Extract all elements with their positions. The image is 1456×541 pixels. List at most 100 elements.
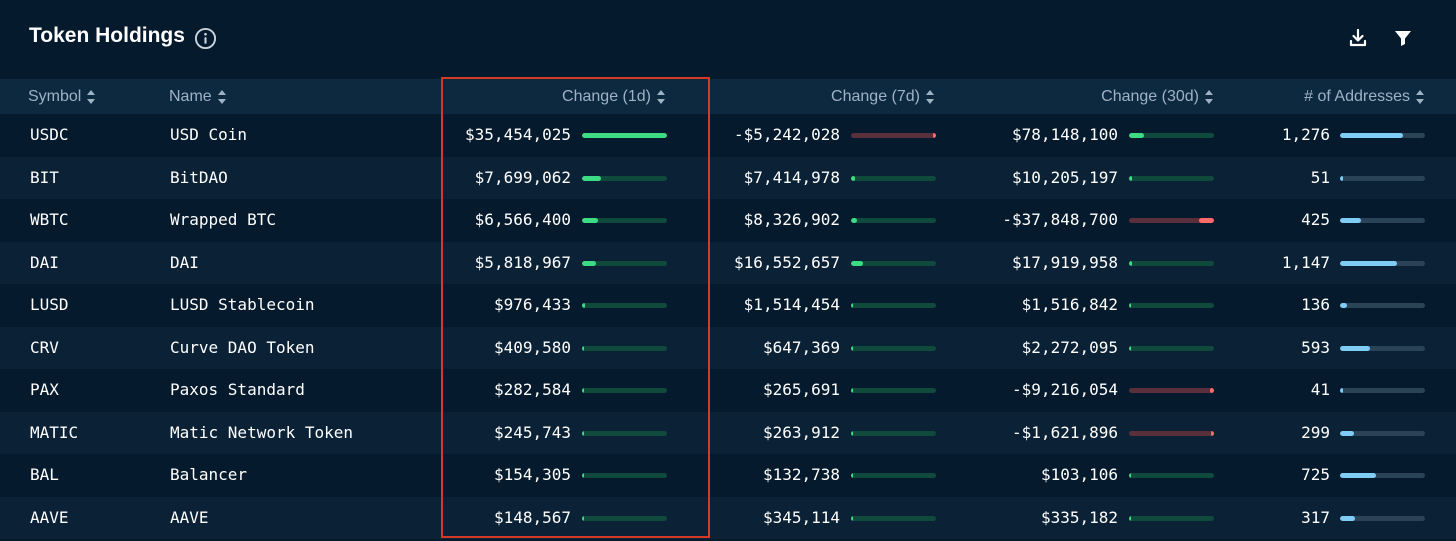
addresses-bar-fill: [1340, 218, 1361, 223]
change-7d-bar: [851, 473, 936, 478]
table-row[interactable]: PAX Paxos Standard $282,584 $265,691 -$9,216…: [0, 369, 1456, 412]
column-header-name[interactable]: Name: [169, 79, 228, 114]
addresses-bar-fill: [1340, 430, 1354, 436]
cell-change-30d: $17,919,958: [1012, 252, 1118, 272]
cell-change-30d: $1,516,842: [1021, 295, 1118, 314]
change-7d-bar: [851, 175, 936, 181]
info-icon[interactable]: [194, 27, 217, 50]
addresses-bar: [1340, 260, 1425, 266]
cell-symbol: PAX: [30, 380, 59, 399]
cell-name: Paxos Standard: [170, 380, 305, 399]
cell-symbol: USDC: [30, 125, 69, 144]
cell-addresses: 725: [1301, 465, 1330, 484]
cell-change-30d: $335,182: [1040, 507, 1118, 527]
cell-change-30d: $103,106: [1040, 465, 1118, 484]
column-header-change-30d[interactable]: Change (30d): [1101, 79, 1215, 114]
change-7d-bar: [851, 430, 936, 436]
column-header-addresses[interactable]: # of Addresses: [1304, 79, 1426, 114]
change-7d-bar-fill: [851, 345, 853, 351]
change-1d-bar-fill: [582, 133, 667, 138]
column-header-change-7d-label: Change (7d): [831, 88, 920, 105]
change-1d-bar-fill: [582, 515, 584, 521]
change-7d-bar: [851, 388, 936, 393]
cell-change-1d: $282,584: [493, 380, 571, 399]
cell-addresses: 1,147: [1281, 252, 1330, 272]
cell-change-30d: -$1,621,896: [1012, 422, 1118, 442]
change-7d-bar-fill: [851, 303, 853, 308]
table-header-row: Symbol Name Change (1d) Change (7d) Chan…: [0, 79, 1456, 114]
filter-icon[interactable]: [1391, 26, 1415, 50]
change-30d-bar: [1129, 303, 1214, 308]
column-header-change-1d-label: Change (1d): [562, 88, 651, 105]
change-1d-bar-fill: [582, 345, 584, 351]
cell-addresses: 425: [1301, 210, 1330, 229]
cell-change-7d: $345,114: [762, 507, 840, 527]
cell-name: USD Coin: [170, 125, 248, 144]
cell-change-7d: $647,369: [762, 337, 840, 357]
change-7d-bar-fill: [851, 515, 853, 521]
table-body: USDC USD Coin $35,454,025 -$5,242,028 $78,14…: [0, 114, 1456, 539]
addresses-bar: [1340, 175, 1425, 181]
table-row[interactable]: BIT BitDAO $7,699,062 $7,414,978 $10,205,197…: [0, 156, 1456, 199]
cell-change-7d: $132,738: [762, 465, 840, 484]
cell-name: BitDAO: [170, 167, 228, 187]
cell-name: Wrapped BTC: [170, 210, 276, 229]
table-row[interactable]: MATIC Matic Network Token $245,743 $263,912…: [0, 411, 1456, 454]
change-30d-bar: [1129, 388, 1214, 393]
cell-name: LUSD Stablecoin: [170, 295, 315, 314]
cell-change-30d: -$9,216,054: [1012, 380, 1118, 399]
sort-icon: [926, 89, 934, 104]
change-7d-bar-fill: [933, 133, 936, 138]
table-row[interactable]: BAL Balancer $154,305 $132,738 $103,106 725: [0, 454, 1456, 497]
cell-name: Matic Network Token: [170, 422, 354, 442]
cell-change-7d: $7,414,978: [743, 167, 840, 187]
table-row[interactable]: DAI DAI $5,818,967 $16,552,657 $17,919,958 1,…: [0, 241, 1456, 284]
change-7d-bar-fill: [851, 218, 857, 223]
cell-change-1d: $35,454,025: [465, 125, 571, 144]
column-header-name-label: Name: [169, 88, 212, 105]
change-30d-bar-fill: [1211, 430, 1214, 436]
cell-change-30d: $10,205,197: [1012, 167, 1118, 187]
change-1d-bar: [582, 175, 667, 181]
table-row[interactable]: USDC USD Coin $35,454,025 -$5,242,028 $78,14…: [0, 114, 1456, 157]
addresses-bar: [1340, 218, 1425, 223]
cell-change-1d: $5,818,967: [474, 252, 571, 272]
cell-change-30d: $78,148,100: [1012, 125, 1118, 144]
column-header-change-7d[interactable]: Change (7d): [831, 79, 936, 114]
download-icon[interactable]: [1346, 26, 1370, 50]
change-30d-bar: [1129, 345, 1214, 351]
addresses-bar: [1340, 515, 1425, 521]
table-row[interactable]: CRV Curve DAO Token $409,580 $647,369 $2,272…: [0, 326, 1456, 369]
cell-change-1d: $409,580: [493, 337, 571, 357]
change-30d-bar: [1129, 473, 1214, 478]
column-header-symbol[interactable]: Symbol: [28, 79, 97, 114]
table-row[interactable]: AAVE AAVE $148,567 $345,114 $335,182 317: [0, 496, 1456, 539]
column-header-addresses-label: # of Addresses: [1304, 88, 1410, 105]
change-30d-bar-fill: [1129, 303, 1131, 308]
cell-name: DAI: [170, 252, 199, 272]
change-30d-bar: [1129, 260, 1214, 266]
change-30d-bar: [1129, 430, 1214, 436]
column-header-symbol-label: Symbol: [28, 88, 82, 105]
table-row[interactable]: WBTC Wrapped BTC $6,566,400 $8,326,902 -$37,…: [0, 199, 1456, 242]
change-7d-bar: [851, 303, 936, 308]
change-7d-bar-fill: [851, 473, 853, 478]
change-30d-bar: [1129, 133, 1214, 138]
change-1d-bar-fill: [582, 260, 596, 266]
change-1d-bar-fill: [582, 175, 601, 181]
cell-change-30d: $2,272,095: [1021, 337, 1118, 357]
cell-symbol: MATIC: [30, 422, 79, 442]
cell-change-1d: $6,566,400: [474, 210, 571, 229]
change-1d-bar: [582, 260, 667, 266]
change-7d-bar-fill: [851, 175, 855, 181]
change-7d-bar: [851, 133, 936, 138]
cell-symbol: CRV: [30, 337, 59, 357]
sort-icon: [87, 89, 96, 104]
change-1d-bar: [582, 430, 667, 436]
cell-symbol: BAL: [30, 465, 59, 484]
cell-addresses: 1,276: [1281, 125, 1330, 144]
table-row[interactable]: LUSD LUSD Stablecoin $976,433 $1,514,454 $1,…: [0, 284, 1456, 327]
column-header-change-1d[interactable]: Change (1d): [562, 79, 667, 114]
cell-change-7d: $8,326,902: [743, 210, 840, 229]
addresses-bar: [1340, 345, 1425, 351]
